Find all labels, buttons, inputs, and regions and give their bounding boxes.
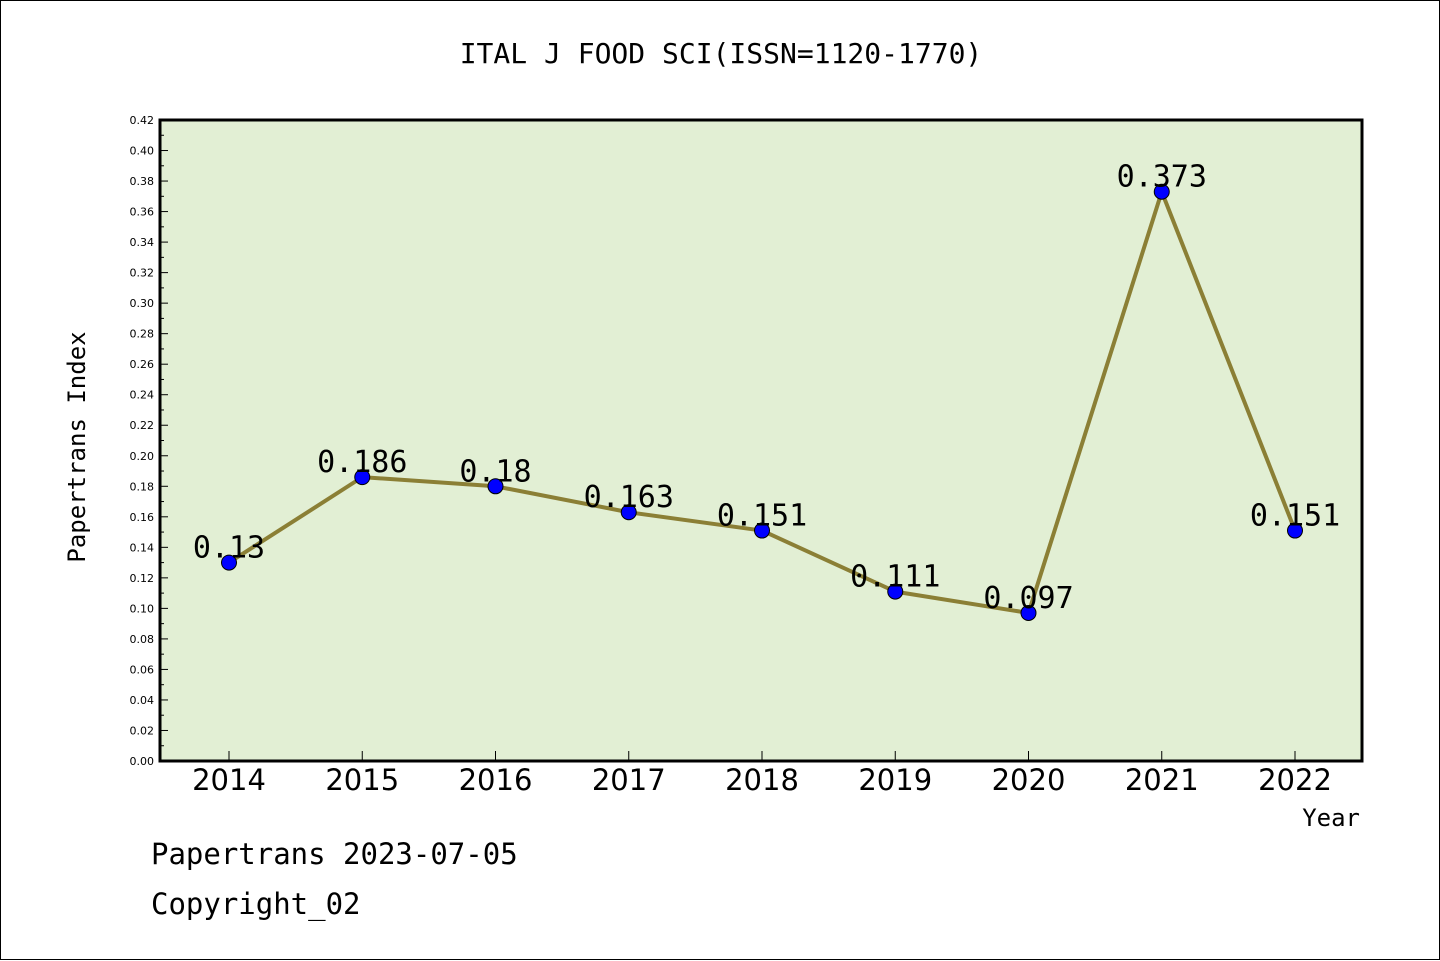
chart-title: ITAL J FOOD SCI(ISSN=1120-1770): [459, 37, 983, 70]
y-tick-label: 0.08: [130, 633, 155, 646]
x-tick-label: 2014: [192, 763, 266, 797]
data-point: [1153, 183, 1170, 200]
data-label: 0.18: [459, 454, 531, 489]
x-tick-label: 2022: [1258, 763, 1332, 797]
y-axis: 0.00 0.02 0.04 0.06 0.08 0.10 0.12 0.14 0.16 0.18…: [130, 114, 168, 768]
y-tick-label: 0.02: [130, 724, 155, 737]
data-label: 0.13: [193, 531, 265, 566]
y-tick-label: 0.26: [130, 358, 155, 371]
data-label: 0.186: [317, 445, 407, 480]
x-axis: 2014 2015 2016 2017 2018 2019 2020 2021 2022: [192, 751, 1332, 797]
y-tick-label: 0.04: [130, 694, 155, 707]
footer-copyright: Copyright_02: [151, 887, 361, 921]
x-tick-label: 2015: [325, 763, 399, 797]
y-tick-label: 0.32: [130, 267, 155, 280]
y-tick-label: 0.14: [130, 541, 155, 554]
y-tick-label: 0.24: [130, 389, 155, 402]
x-tick-label: 2020: [992, 763, 1066, 797]
data-point: [887, 583, 904, 600]
y-tick-label: 0.28: [130, 328, 155, 341]
y-tick-label: 0.10: [130, 602, 155, 615]
y-tick-label: 0.40: [130, 145, 155, 158]
x-tick-label: 2018: [725, 763, 799, 797]
x-tick-label: 2019: [858, 763, 932, 797]
y-tick-label: 0.18: [130, 480, 155, 493]
x-tick-label: 2021: [1125, 763, 1199, 797]
data-point: [620, 504, 637, 521]
y-tick-label: 0.16: [130, 511, 155, 524]
data-point: [354, 469, 371, 486]
plot-area: [158, 118, 1364, 763]
y-tick-label: 0.36: [130, 206, 155, 219]
y-tick-label: 0.20: [130, 450, 155, 463]
data-point: [487, 478, 504, 495]
x-axis-label: Year: [1302, 804, 1360, 832]
y-tick-label: 0.34: [130, 236, 155, 249]
data-label: 0.097: [983, 581, 1073, 616]
data-label: 0.151: [717, 499, 807, 534]
y-tick-label: 0.12: [130, 572, 155, 585]
y-tick-label: 0.38: [130, 175, 155, 188]
footer-date: Papertrans 2023-07-05: [151, 837, 518, 871]
y-tick-label: 0.06: [130, 663, 155, 676]
y-axis-label: Papertrans Index: [63, 331, 91, 562]
y-tick-label: 0.00: [130, 755, 155, 768]
data-point: [221, 554, 237, 571]
y-tick-label: 0.22: [130, 419, 155, 432]
data-point: [1287, 522, 1303, 539]
y-tick-label: 0.30: [130, 297, 155, 310]
data-point: [1020, 604, 1037, 621]
data-label: 0.163: [584, 480, 674, 515]
series-layer: [221, 183, 1303, 621]
data-label: 0.151: [1250, 499, 1340, 534]
x-tick-label: 2017: [592, 763, 666, 797]
data-label: 0.111: [850, 560, 940, 595]
data-point: [754, 522, 770, 539]
y-tick-label: 0.42: [130, 114, 155, 127]
data-label: 0.373: [1117, 160, 1207, 195]
data-labels: 0.13 0.186 0.18 0.163 0.151 0.111 0.097 0.373 0.…: [193, 160, 1340, 616]
x-tick-label: 2016: [459, 763, 533, 797]
